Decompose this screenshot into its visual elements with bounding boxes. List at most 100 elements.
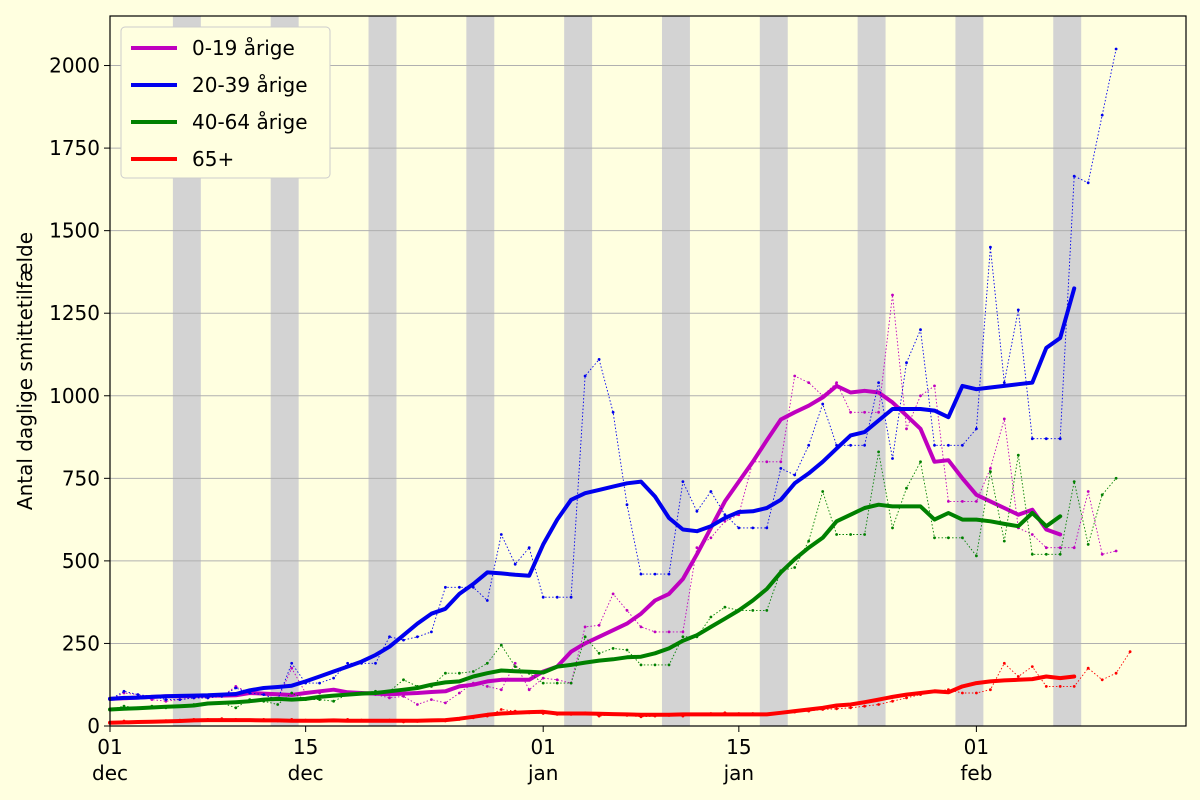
plot-frame — [109, 15, 1187, 727]
daily-point — [499, 688, 503, 692]
daily-point — [905, 427, 908, 431]
daily-point — [653, 572, 657, 576]
daily-point — [332, 676, 335, 680]
daily-point — [513, 562, 517, 566]
daily-point — [332, 699, 335, 703]
daily-point — [1030, 437, 1034, 441]
daily-point — [877, 450, 880, 454]
daily-point — [1100, 678, 1104, 682]
daily-point — [947, 443, 950, 447]
daily-point — [122, 689, 126, 693]
daily-point — [639, 625, 643, 629]
weekend-band — [564, 16, 593, 726]
daily-point — [1002, 381, 1006, 384]
daily-point — [430, 630, 433, 634]
daily-point — [485, 685, 489, 688]
daily-point — [541, 676, 545, 680]
daily-point — [1058, 437, 1062, 441]
daily-point — [444, 701, 447, 705]
daily-point — [639, 572, 643, 576]
daily-point — [597, 358, 601, 361]
daily-point — [1044, 546, 1048, 550]
daily-point — [1072, 546, 1076, 550]
daily-point — [779, 460, 783, 464]
daily-point — [807, 381, 811, 384]
daily-point — [1100, 493, 1104, 497]
daily-point — [625, 503, 629, 507]
daily-point — [290, 691, 294, 695]
daily-point — [416, 703, 419, 706]
daily-point — [849, 410, 852, 414]
daily-point — [485, 661, 489, 665]
daily-point — [1030, 552, 1034, 556]
x-tick-month: jan — [723, 761, 755, 785]
weekend-band — [857, 16, 886, 726]
daily-point — [989, 688, 992, 692]
daily-point — [961, 536, 964, 540]
daily-point — [318, 681, 321, 685]
daily-point — [1086, 181, 1090, 185]
daily-point — [1086, 543, 1090, 546]
daily-point — [653, 663, 657, 667]
daily-point — [290, 666, 294, 670]
daily-point — [919, 328, 922, 332]
legend: 0-19 årige 20-39 årige 40-64 årige 65+ — [120, 26, 331, 179]
daily-point — [891, 699, 894, 703]
y-tick-label: 1000 — [49, 384, 100, 408]
weekend-band — [759, 16, 788, 726]
daily-point — [597, 651, 601, 655]
average-line — [108, 674, 1077, 725]
daily-point — [178, 698, 182, 701]
daily-point — [863, 704, 866, 708]
daily-point — [695, 546, 699, 550]
daily-point — [933, 443, 936, 447]
y-tick-label: 0 — [87, 714, 100, 738]
daily-point — [569, 681, 573, 685]
legend-label: 40-64 årige — [192, 110, 308, 134]
x-tick-day: 15 — [726, 735, 751, 759]
daily-point — [975, 554, 978, 558]
daily-point — [765, 609, 769, 612]
daily-point — [891, 526, 894, 530]
daily-point — [1030, 533, 1034, 536]
daily-point — [905, 486, 908, 490]
daily-point — [444, 585, 447, 589]
daily-point — [499, 643, 503, 647]
daily-point — [541, 595, 545, 599]
daily-point — [583, 374, 587, 378]
daily-point — [667, 572, 671, 576]
daily-point — [1114, 476, 1118, 480]
legend-label: 20-39 årige — [192, 73, 308, 97]
daily-point — [458, 671, 461, 675]
weekend-band — [661, 16, 690, 726]
daily-point — [653, 630, 657, 634]
daily-point — [681, 480, 685, 483]
weekend-band — [955, 16, 984, 726]
daily-point — [709, 536, 713, 540]
daily-point — [555, 595, 559, 599]
daily-point — [835, 381, 838, 384]
daily-point — [835, 707, 838, 711]
daily-point — [1114, 671, 1118, 675]
daily-point — [430, 698, 433, 701]
daily-point — [639, 663, 643, 667]
legend-label: 0-19 årige — [192, 36, 295, 60]
y-axis-label: Antal daglige smittetilfælde — [13, 232, 37, 510]
daily-point — [975, 427, 978, 431]
daily-point — [1072, 480, 1076, 483]
daily-point — [933, 536, 936, 540]
daily-point — [346, 661, 349, 665]
daily-point — [1002, 539, 1006, 543]
daily-point — [1128, 650, 1132, 654]
x-tick-day: 15 — [293, 735, 318, 759]
daily-point — [709, 615, 713, 619]
daily-point — [388, 635, 391, 639]
daily-point — [1114, 47, 1118, 51]
daily-point — [555, 681, 559, 685]
daily-point — [709, 490, 713, 493]
daily-point — [1002, 661, 1006, 665]
y-ticks: 0 250 500 750 1000 1250 1500 1750 2000 — [49, 54, 110, 738]
daily-point — [667, 663, 671, 667]
